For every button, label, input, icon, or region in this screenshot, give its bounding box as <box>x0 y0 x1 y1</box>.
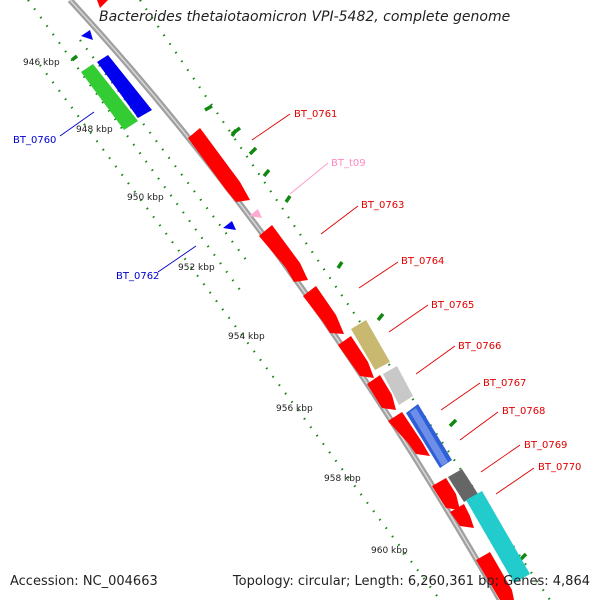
gene-arrow-bt0769[interactable] <box>432 478 460 510</box>
gene-arrow-bt0760[interactable] <box>81 64 138 130</box>
tick-label: 948 kbp <box>76 125 113 135</box>
gene-label-bt0760[interactable]: BT_0760 <box>13 135 56 146</box>
gene-arrow-bt0767[interactable] <box>388 412 430 456</box>
tick-label: 952 kbp <box>178 263 215 273</box>
map-title: Bacteroides thetaiotaomicron VPI-5482, c… <box>99 9 511 25</box>
gene-arrow-bt0764[interactable] <box>303 286 344 334</box>
gene-arrow-bt0766[interactable] <box>367 375 396 410</box>
tick-label: 958 kbp <box>324 474 361 484</box>
gene-arrow-bt0762[interactable] <box>223 221 236 230</box>
gene-arrow-bt0765[interactable] <box>338 336 374 378</box>
gene-arrow-forward[interactable] <box>97 0 108 8</box>
gene-arrow-bt-t09[interactable] <box>249 209 262 218</box>
tick-label: 960 kbp <box>371 546 408 556</box>
gene-label-bt0763[interactable]: BT_0763 <box>361 200 404 211</box>
gc-track-outer <box>79 39 251 266</box>
gc-track-inner <box>39 64 441 600</box>
gene-label-bt0764[interactable]: BT_0764 <box>401 256 444 267</box>
gene-label-bt0769[interactable]: BT_0769 <box>524 440 567 451</box>
gene-arrow-bt0765-b[interactable] <box>351 320 390 370</box>
gene-label-bt0767[interactable]: BT_0767 <box>483 378 526 389</box>
gene-label-bt-t09[interactable]: BT_t09 <box>331 158 366 169</box>
tick-label: 956 kbp <box>276 404 313 414</box>
gene-label-bt0766[interactable]: BT_0766 <box>458 341 501 352</box>
gene-arrow-reverse[interactable] <box>81 30 93 40</box>
gene-arrow-bt0766-b[interactable] <box>383 366 413 405</box>
gene-arrow-bt0769-b[interactable] <box>448 469 478 502</box>
tick-label: 946 kbp <box>23 58 60 68</box>
gene-arrow-forward[interactable] <box>476 552 514 600</box>
gene-arrow-bt0768-fill <box>410 408 448 466</box>
tick-label: 954 kbp <box>228 332 265 342</box>
gene-label-bt0768[interactable]: BT_0768 <box>502 406 545 417</box>
accession-text: Accession: NC_004663 <box>10 574 158 589</box>
gene-label-bt0770[interactable]: BT_0770 <box>538 462 581 473</box>
gene-arrow-bt0770-b[interactable] <box>466 491 530 583</box>
gc-track-outer <box>27 0 241 291</box>
tick-label: 950 kbp <box>127 193 164 203</box>
gene-arrow-bt0770[interactable] <box>450 504 474 528</box>
gene-label-bt0765[interactable]: BT_0765 <box>431 300 474 311</box>
gene-label-bt0762[interactable]: BT_0762 <box>116 271 159 282</box>
gene-arrow-bt0763[interactable] <box>259 225 308 282</box>
genome-summary-text: Topology: circular; Length: 6,260,361 bp… <box>232 574 590 589</box>
gene-label-bt0761[interactable]: BT_0761 <box>294 109 337 120</box>
gene-arrow-bt0761[interactable] <box>188 128 250 202</box>
gene-arrow-reverse[interactable] <box>97 55 152 118</box>
